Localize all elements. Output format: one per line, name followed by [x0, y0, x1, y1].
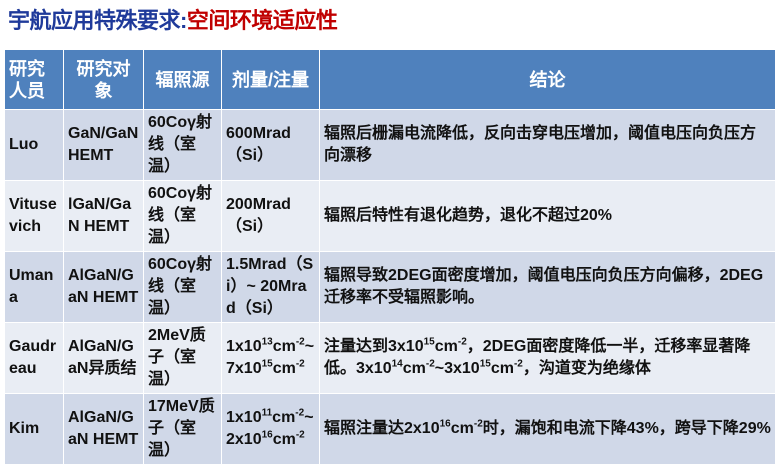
header-dose: 剂量/注量 [221, 49, 320, 110]
cell-source: 60Coγ射线（室温） [143, 109, 222, 181]
text-segment: 时，漏饱和电流下降43%，跨导下降29% [482, 420, 771, 437]
text-segment: cm [272, 338, 296, 355]
cell-researcher: Kim [4, 393, 64, 465]
text-segment: 1x10 [226, 338, 262, 355]
cell-subject: GaN/GaN HEMT [63, 109, 144, 181]
superscript: -2 [425, 358, 435, 370]
table-row: Luo GaN/GaN HEMT 60Coγ射线（室温） 600Mrad（Si） 辐照后… [4, 109, 776, 181]
superscript: -2 [295, 407, 305, 419]
text-segment: cm [402, 360, 426, 377]
header-subject: 研究对象 [63, 49, 144, 110]
text-segment: 1x10 [226, 409, 262, 426]
table-row: Vitusevich lGaN/GaN HEMT 60Coγ射线（室温） 200Mra… [4, 180, 776, 252]
text-segment: cm [272, 431, 296, 448]
text-segment: cm [490, 360, 514, 377]
cell-researcher: Umana [4, 251, 64, 323]
slide-title: 宇航应用特殊要求:空间环境适应性 [8, 6, 338, 36]
cell-dose: 600Mrad（Si） [221, 109, 320, 181]
superscript: 13 [261, 336, 273, 348]
cell-conclusion: 辐照注量达2x1016cm-2时，漏饱和电流下降43%，跨导下降29% [319, 393, 776, 465]
cell-dose: 1.5Mrad（Si）~ 20Mrad（Si） [221, 251, 320, 323]
cell-subject: lGaN/GaN HEMT [63, 180, 144, 252]
text-segment: ，沟道变为绝缘体 [522, 360, 651, 377]
superscript: -2 [295, 358, 305, 370]
cell-source: 60Coγ射线（室温） [143, 180, 222, 252]
superscript: -2 [295, 336, 305, 348]
cell-researcher: Gaudreau [4, 322, 64, 394]
superscript: -2 [295, 429, 305, 441]
cell-conclusion: 注量达到3x1015cm-2，2DEG面密度降低一半，迁移率显著降低。3x101… [319, 322, 776, 394]
radiation-study-table: 研究人员 研究对象 辐照源 剂量/注量 结论 Luo GaN/GaN HEMT 60Coγ射… [4, 49, 776, 465]
header-researcher: 研究人员 [4, 49, 64, 110]
text-segment: 辐照注量达2x10 [324, 420, 440, 437]
header-source: 辐照源 [143, 49, 222, 110]
text-segment: cm [450, 420, 474, 437]
superscript: -2 [473, 418, 483, 430]
cell-source: 2MeV质子（室温） [143, 322, 222, 394]
superscript: -2 [513, 358, 523, 370]
superscript: 16 [439, 418, 451, 430]
cell-dose: 1x1011cm-2~ 2x1016cm-2 [221, 393, 320, 465]
superscript: -2 [457, 336, 467, 348]
title-part-main: 宇航应用特殊要求: [8, 8, 187, 33]
table-row: Umana AlGaN/GaN HEMT 60Coγ射线（室温） 1.5Mrad（Si… [4, 251, 776, 323]
superscript: 15 [261, 358, 273, 370]
cell-conclusion: 辐照导致2DEG面密度增加，阈值电压向负压方向偏移，2DEG迁移率不受辐照影响。 [319, 251, 776, 323]
text-segment: cm [272, 409, 296, 426]
table-row: Gaudreau AlGaN/GaN异质结 2MeV质子（室温） 1x1013cm-2… [4, 322, 776, 394]
cell-subject: AlGaN/GaN HEMT [63, 251, 144, 323]
text-segment: ，2DEG面密度降低一半，迁移率显著降低。3x10 [324, 338, 751, 377]
superscript: 11 [261, 407, 273, 419]
cell-researcher: Vitusevich [4, 180, 64, 252]
cell-source: 17MeV质子（室温） [143, 393, 222, 465]
cell-subject: AlGaN/GaN异质结 [63, 322, 144, 394]
text-segment: cm [272, 360, 296, 377]
text-segment: ~ 2x10 [226, 409, 314, 448]
cell-subject: AlGaN/GaN HEMT [63, 393, 144, 465]
text-segment: 注量达到3x10 [324, 338, 424, 355]
superscript: 16 [261, 429, 273, 441]
title-part-highlight: 空间环境适应性 [186, 8, 338, 33]
superscript: 14 [391, 358, 403, 370]
table-header-row: 研究人员 研究对象 辐照源 剂量/注量 结论 [4, 49, 776, 110]
text-segment: ~ 7x10 [226, 338, 315, 377]
header-conclusion: 结论 [319, 49, 776, 110]
cell-conclusion: 辐照后栅漏电流降低，反向击穿电压增加，阈值电压向负压方向漂移 [319, 109, 776, 181]
text-segment: cm [434, 338, 458, 355]
superscript: 15 [479, 358, 491, 370]
superscript: 15 [423, 336, 435, 348]
text-segment: ~3x10 [434, 360, 480, 377]
cell-dose: 200Mrad（Si） [221, 180, 320, 252]
cell-researcher: Luo [4, 109, 64, 181]
cell-source: 60Coγ射线（室温） [143, 251, 222, 323]
cell-dose: 1x1013cm-2~ 7x1015cm-2 [221, 322, 320, 394]
table-row: Kim AlGaN/GaN HEMT 17MeV质子（室温） 1x1011cm-2~ … [4, 393, 776, 465]
cell-conclusion: 辐照后特性有退化趋势，退化不超过20% [319, 180, 776, 252]
